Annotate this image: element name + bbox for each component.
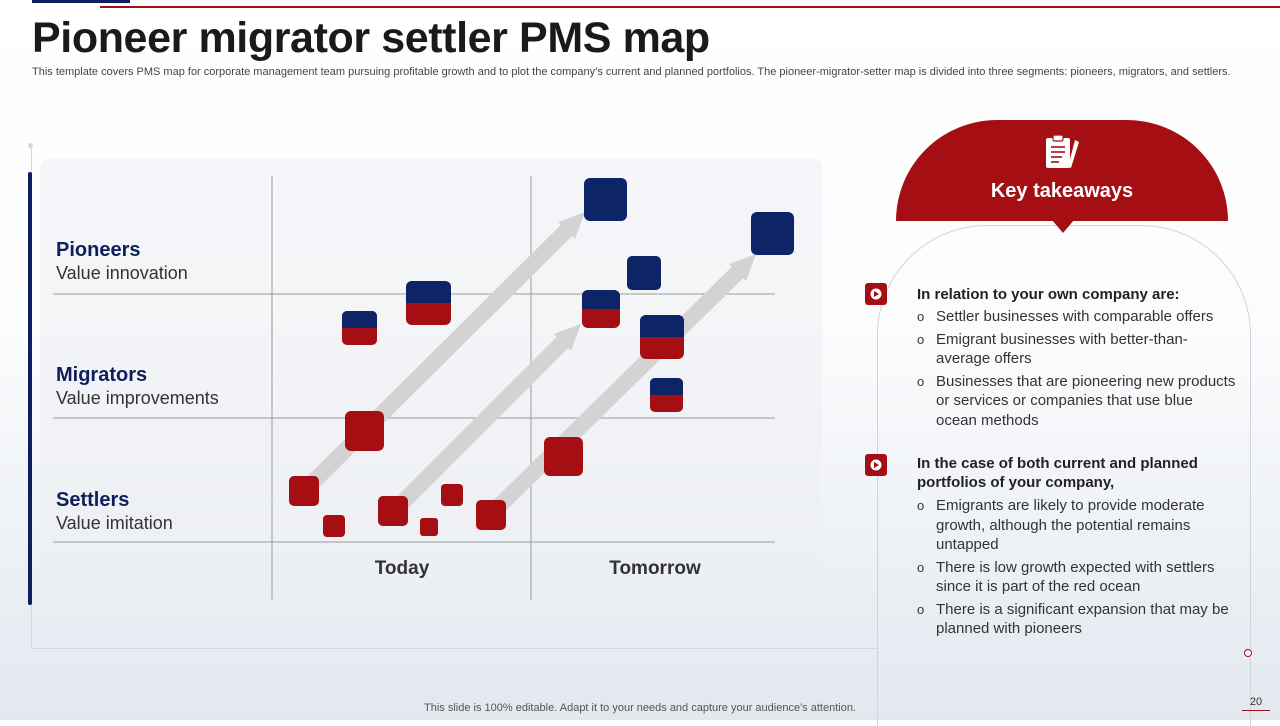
portfolio-markers — [289, 178, 794, 537]
growth-arrow-3-head — [729, 254, 756, 281]
settler-marker — [289, 476, 319, 506]
pioneer-marker — [751, 212, 794, 255]
takeaways-pointer — [1052, 220, 1074, 233]
pioneer-marker — [584, 178, 627, 221]
list-item: o Emigrant businesses with better-than-av… — [917, 330, 1188, 368]
list-item: o Emigrants are likely to provide moderat… — [917, 497, 1205, 553]
growth-arrow-1 — [299, 223, 574, 496]
clipboard-pen-icon — [1046, 134, 1079, 168]
migrator-marker — [650, 378, 683, 412]
row-description: Value improvements — [56, 388, 219, 408]
row-title: Pioneers — [56, 239, 141, 261]
settler-marker — [323, 515, 345, 537]
settler-marker — [441, 484, 463, 506]
takeaway-heading-1: In relation to your own company are: — [917, 286, 1180, 303]
row-description: Value innovation — [56, 263, 188, 283]
column-label-today: Today — [374, 558, 430, 579]
settler-marker — [345, 411, 384, 451]
migrator-marker — [640, 315, 684, 359]
list-item: o There is low growth expected with settl… — [917, 558, 1215, 596]
section-bullet-icon — [865, 283, 887, 305]
top-accent-bar — [32, 0, 130, 3]
takeaways-title: Key takeaways — [990, 180, 1134, 202]
settler-marker — [544, 437, 583, 476]
section-bullet-icon — [865, 454, 887, 476]
page-number: 20 — [1242, 696, 1270, 711]
settler-marker — [420, 518, 438, 536]
settler-marker — [476, 500, 506, 530]
growth-arrow-1-head — [558, 212, 585, 239]
row-label-pioneers: Pioneers Value innovation — [56, 238, 188, 284]
growth-arrow-2-head — [554, 324, 581, 351]
growth-arrow-3 — [484, 265, 745, 521]
row-label-migrators: Migrators Value improvements — [56, 363, 219, 409]
migrator-marker — [582, 290, 620, 328]
column-label-tomorrow: Tomorrow — [609, 558, 701, 579]
row-description: Value imitation — [56, 513, 173, 533]
slide-subtitle: This template covers PMS map for corpora… — [32, 66, 1231, 78]
list-item: o Businesses that are pioneering new prod… — [917, 372, 1236, 429]
top-rule — [100, 6, 1280, 8]
pioneer-marker — [627, 256, 661, 290]
takeaway-list-2: o Emigrants are likely to provide moderat… — [917, 496, 1237, 642]
row-title: Settlers — [56, 489, 130, 511]
list-item: o There is a significant expansion that m… — [917, 600, 1229, 638]
settler-marker — [378, 496, 408, 526]
takeaways-frame-dot — [1244, 649, 1252, 657]
frame-dot — [28, 143, 33, 148]
migrator-marker — [342, 311, 377, 345]
takeaway-list-1: o Settler businesses with comparable offe… — [917, 307, 1237, 433]
growth-arrows — [299, 212, 756, 521]
slide-footer: This slide is 100% editable. Adapt it to… — [424, 702, 856, 714]
growth-arrow-2 — [389, 335, 570, 516]
slide-title: Pioneer migrator settler PMS map — [32, 14, 710, 62]
migrator-marker — [406, 281, 451, 325]
list-item: o Settler businesses with comparable offe… — [917, 308, 1214, 325]
takeaway-heading-2: In the case of both current and planned … — [917, 455, 1198, 491]
row-title: Migrators — [56, 364, 148, 386]
row-label-settlers: Settlers Value imitation — [56, 488, 173, 534]
diagram-accent-line — [28, 172, 32, 605]
